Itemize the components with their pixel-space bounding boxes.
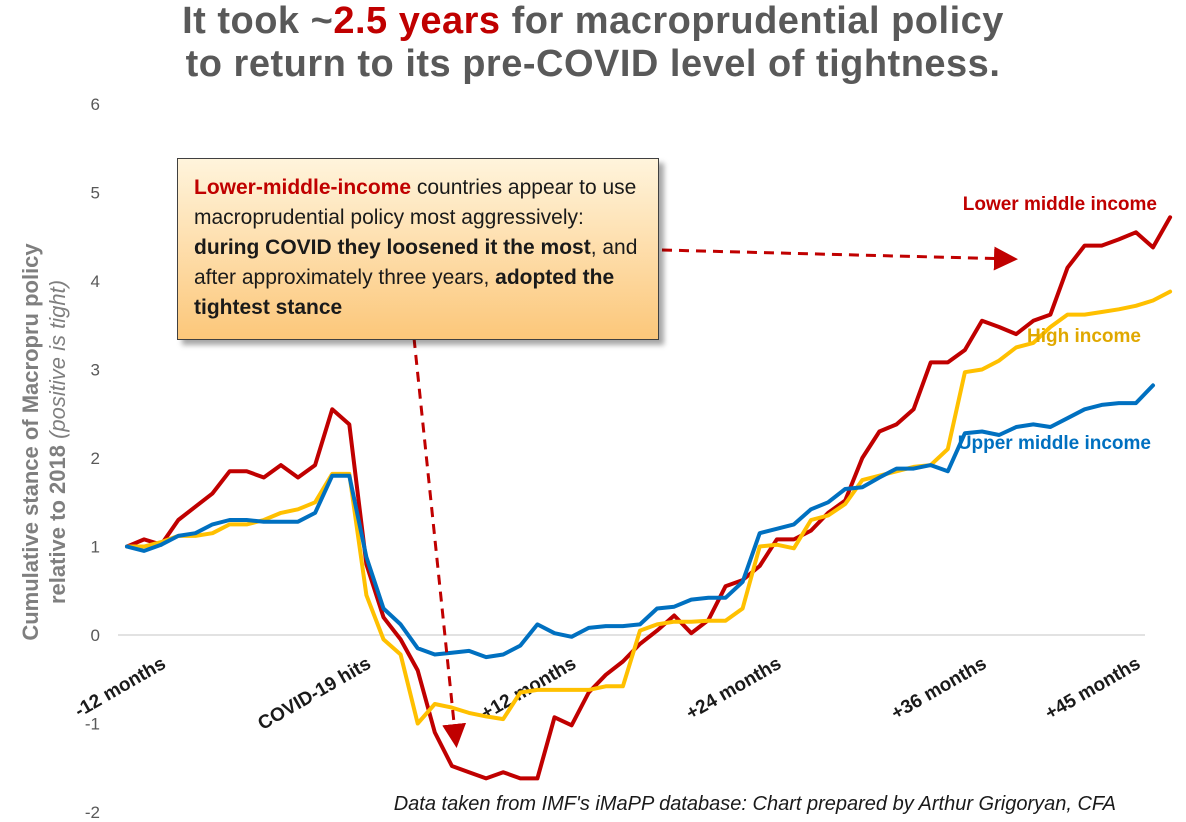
y-tick-label: 1	[91, 538, 100, 557]
y-tick-label: 0	[91, 626, 100, 645]
annotation-text-1: countries appear to use macroprudential …	[194, 176, 637, 229]
y-tick-label: 2	[91, 449, 100, 468]
x-tick-label: +36 months	[888, 653, 990, 724]
title-highlight: 2.5 years	[333, 0, 501, 42]
y-axis-label-italic: (positive is tight)	[45, 279, 70, 439]
x-tick-label: -12 months	[71, 653, 169, 722]
series-label: Lower middle income	[963, 194, 1157, 215]
title-pre: It took ~	[182, 0, 334, 42]
series-label: Upper middle income	[958, 433, 1151, 454]
annotation-text-2: , and after approximately three years,	[194, 236, 638, 289]
series-line-1	[125, 289, 1173, 726]
y-axis-label: Cumulative stance of Macropru policy rel…	[17, 243, 71, 640]
y-axis-label-main2: relative to 2018	[45, 445, 70, 605]
annotation-highlight: Lower-middle-income	[194, 176, 412, 199]
y-tick-label: 3	[91, 361, 100, 380]
y-tick-label: -2	[85, 803, 100, 822]
x-tick-label: COVID-19 hits	[254, 653, 374, 735]
annotation-bold-2: adopted the tightest stance	[194, 266, 615, 319]
series-line-0	[125, 215, 1173, 781]
annotation-bold-1: during COVID they loosened it the most	[194, 236, 591, 259]
y-axis-label-line2: relative to 2018 (positive is tight)	[44, 243, 71, 640]
arrow-to-lower-middle	[661, 246, 1018, 271]
y-axis-label-line1: Cumulative stance of Macropru policy	[18, 243, 43, 641]
x-tick-label: +45 months	[1042, 653, 1144, 724]
source-footnote: Data taken from IMF's iMaPP database: Ch…	[393, 793, 1116, 815]
title-line-1: It took ~2.5 years for macroprudential p…	[0, 0, 1186, 43]
y-tick-label: 6	[91, 95, 100, 114]
series-line-2	[125, 383, 1155, 660]
y-tick-label: 4	[91, 272, 100, 291]
chart-title: It took ~2.5 years for macroprudential p…	[0, 0, 1186, 86]
y-tick-label: 5	[91, 184, 100, 203]
series-label: High income	[1027, 326, 1141, 347]
x-tick-label: +24 months	[683, 653, 785, 724]
annotation-box: Lower-middle-income countries appear to …	[177, 158, 659, 340]
y-tick-label: -1	[85, 715, 100, 734]
title-line-2: to return to its pre-COVID level of tigh…	[185, 43, 1001, 85]
title-post: for macroprudential policy	[500, 0, 1004, 42]
